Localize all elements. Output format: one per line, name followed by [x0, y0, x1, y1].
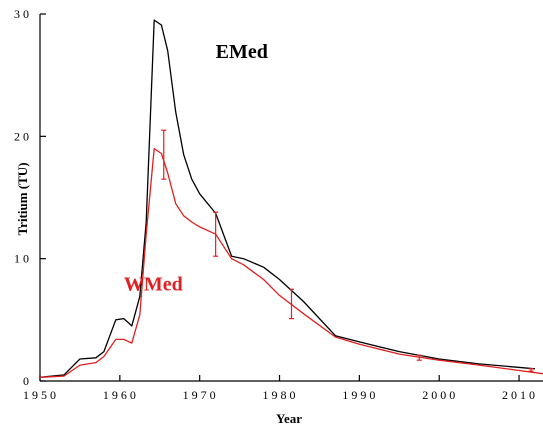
x-tick-label: 1950: [23, 388, 59, 402]
series-line-wmed: [39, 147, 543, 378]
y-tick-label: 30: [14, 7, 32, 21]
error-bar: [161, 129, 167, 180]
y-axis-title: Tritium (TU): [15, 162, 30, 235]
error-bars: [161, 129, 534, 372]
error-bar: [528, 368, 534, 372]
x-tick-label: 1980: [263, 388, 299, 402]
y-tick-label: 0: [23, 374, 32, 388]
y-tick-label: 10: [14, 252, 32, 266]
series-label-emed: EMed: [216, 41, 268, 63]
series-lines: [39, 19, 543, 378]
y-tick-label: 20: [14, 129, 32, 143]
series-line-emed: [39, 19, 536, 378]
series-label-wmed: WMed: [124, 273, 183, 295]
x-tick-label: 2000: [422, 388, 458, 402]
error-bar: [213, 211, 219, 257]
x-tick-label: 2010: [502, 388, 538, 402]
x-tick-label: 1970: [183, 388, 219, 402]
error-bar: [416, 354, 422, 361]
x-tick-label: 1990: [342, 388, 378, 402]
error-bar: [289, 288, 294, 320]
x-tick-label: 1960: [103, 388, 139, 402]
series-labels: EMed WMed: [124, 41, 268, 295]
axes: 0 10 20 30 1950 1960 1970 1980 1990 2000 2010: [14, 7, 543, 402]
x-axis-title: Year: [276, 411, 302, 426]
